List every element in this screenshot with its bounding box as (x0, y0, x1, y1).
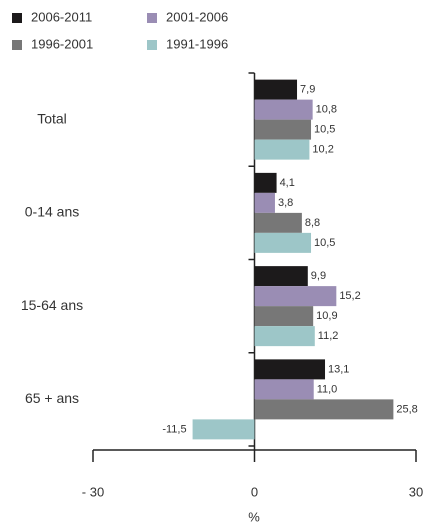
value-label: 10,9 (316, 310, 337, 322)
bar (192, 419, 255, 440)
value-label: 11,2 (318, 330, 339, 342)
bar (254, 99, 313, 120)
value-label: -11,5 (162, 423, 186, 435)
legend-swatch (147, 13, 157, 23)
category-label: 65 + ans (25, 390, 79, 406)
value-label: 4,1 (280, 177, 295, 189)
bar (254, 306, 314, 327)
value-label: 9,9 (311, 270, 326, 282)
legend-swatch (147, 40, 157, 50)
x-tick-label: 30 (409, 484, 423, 499)
legend-label: 1996-2001 (31, 36, 93, 51)
bar (254, 266, 308, 287)
bar (254, 192, 275, 213)
x-tick-label: - 30 (82, 484, 104, 499)
bar (254, 359, 326, 380)
bar (254, 172, 277, 193)
legend-swatch (12, 40, 22, 50)
value-label: 10,5 (314, 237, 335, 249)
bar (254, 379, 314, 400)
x-tick-label: 0 (251, 484, 258, 499)
value-label: 15,2 (339, 290, 360, 302)
legend-label: 2001-2006 (166, 9, 228, 24)
value-label: 11,0 (317, 383, 338, 395)
bar (254, 119, 312, 140)
bar (254, 399, 394, 420)
value-label: 13,1 (328, 363, 349, 375)
value-label: 10,2 (312, 144, 333, 156)
category-label: 15-64 ans (21, 297, 83, 313)
bar (254, 286, 337, 307)
value-label: 10,5 (314, 124, 335, 136)
value-label: 3,8 (278, 197, 293, 209)
bar (254, 326, 315, 347)
category-label: 0-14 ans (25, 204, 79, 220)
x-axis-label: % (248, 509, 260, 524)
bar (254, 232, 312, 253)
value-label: 25,8 (396, 403, 417, 415)
legend-label: 2006-2011 (31, 9, 92, 24)
value-label: 10,8 (316, 104, 337, 116)
bar (254, 79, 298, 100)
legend-swatch (12, 13, 22, 23)
bar (254, 212, 302, 233)
value-label: 8,8 (305, 217, 320, 229)
category-label: Total (37, 110, 67, 126)
value-label: 7,9 (300, 84, 315, 96)
legend-label: 1991-1996 (166, 36, 228, 51)
bar (254, 139, 310, 160)
